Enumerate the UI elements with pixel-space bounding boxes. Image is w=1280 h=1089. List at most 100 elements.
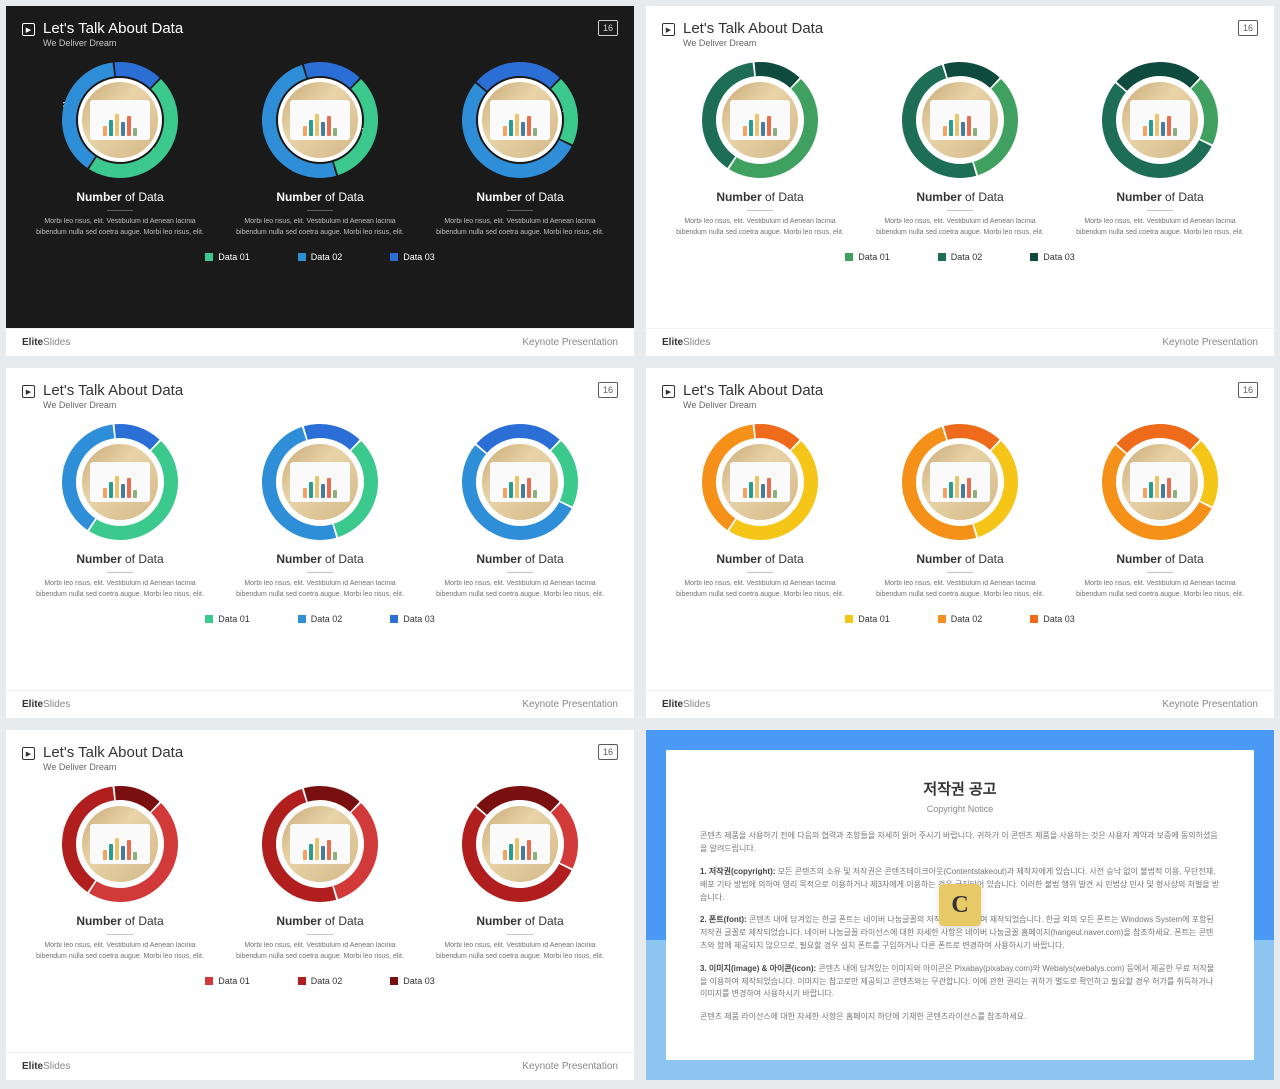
- chart-caption: Number of Data: [22, 190, 218, 204]
- legend-item: Data 03: [390, 252, 435, 262]
- page-number-badge: 16: [1238, 20, 1258, 36]
- legend-item: Data 03: [1030, 252, 1075, 262]
- presentation-slide: ▶Let's Talk About DataWe Deliver Dream16…: [6, 368, 634, 718]
- play-icon: ▶: [662, 385, 675, 398]
- chart-column: 20%54%26%Number of DataMorbi leo risus, …: [422, 60, 618, 238]
- slide-subtitle: We Deliver Dream: [683, 400, 1258, 410]
- page-number-badge: 16: [598, 382, 618, 398]
- donut-chart: 33%50%17%: [260, 784, 380, 904]
- chart-column: 47%39%14% Number of Data Morbi leo risus, …: [22, 422, 218, 600]
- slide-title: Let's Talk About Data: [43, 744, 183, 761]
- chart-legend: Data 01 Data 02 Data 03: [22, 976, 618, 986]
- donut-chart: 20%54%26%: [460, 60, 580, 180]
- chart-description: Morbi leo risus, elit. Vestibulum id Aen…: [22, 217, 218, 238]
- legend-item: Data 01: [205, 252, 250, 262]
- chart-column: 47%39%14%Number of DataMorbi leo risus, …: [22, 784, 218, 962]
- chart-column: 47%39%14% Number of Data Morbi leo risus, …: [662, 422, 858, 600]
- chart-description: Morbi leo risus, elit. Vestibulum id Aen…: [662, 579, 858, 600]
- legend-item: Data 02: [298, 252, 343, 262]
- chart-description: Morbi leo risus, elit. Vestibulum id Aen…: [862, 217, 1058, 238]
- chart-description: Morbi leo risus, elit. Vestibulum id Aen…: [862, 579, 1058, 600]
- copyright-subtitle: Copyright Notice: [700, 802, 1220, 816]
- legend-item: Data 02: [298, 976, 343, 986]
- chart-column: 33%50%17%Number of DataMorbi leo risus, …: [222, 60, 418, 238]
- donut-chart: 47%39%14%: [60, 60, 180, 180]
- donut-chart: 20%54%26%: [1100, 60, 1220, 180]
- chart-description: Morbi leo risus, elit. Vestibulum id Aen…: [1062, 579, 1258, 600]
- slide-footer: EliteSlidesKeynote Presentation: [646, 328, 1274, 356]
- chart-caption: Number of Data: [662, 552, 858, 566]
- chart-legend: Data 01Data 02Data 03: [22, 614, 618, 624]
- slide-title: Let's Talk About Data: [683, 382, 823, 399]
- donut-chart: 33%50%17%: [900, 422, 1020, 542]
- play-icon: ▶: [22, 385, 35, 398]
- copyright-title: 저작권 공고: [700, 778, 1220, 802]
- chart-legend: Data 01 Data 02 Data 03: [22, 252, 618, 262]
- legend-item: Data 02: [938, 614, 983, 624]
- slide-footer: EliteSlides Keynote Presentation: [6, 328, 634, 356]
- chart-legend: Data 01Data 02Data 03: [662, 252, 1258, 262]
- chart-description: Morbi leo risus, elit. Vestibulum id Aen…: [22, 579, 218, 600]
- donut-center-image: [478, 78, 562, 162]
- chart-caption: Number of Data: [422, 552, 618, 566]
- donut-center-image: [918, 440, 1002, 524]
- chart-caption: Number of Data: [222, 190, 418, 204]
- legend-item: Data 01: [205, 976, 250, 986]
- donut-center-image: [718, 78, 802, 162]
- donut-chart: 47%39%14%: [700, 422, 820, 542]
- donut-chart: 20%54%26%: [1100, 422, 1220, 542]
- slide-subtitle: We Deliver Dream: [683, 38, 1258, 48]
- donut-chart: 33%50%17%: [900, 60, 1020, 180]
- donut-chart: 20%54%26%: [460, 784, 580, 904]
- copyright-paragraph: 콘텐츠 제품을 사용하기 전에 다음의 협력과 조항들을 자세히 읽어 주시기 …: [700, 830, 1220, 856]
- donut-center-image: [718, 440, 802, 524]
- copyright-paragraph: 3. 이미지(image) & 아이콘(icon): 콘텐츠 내에 담겨있는 이…: [700, 963, 1220, 1001]
- slide-subtitle: We Deliver Dream: [43, 400, 618, 410]
- chart-caption: Number of Data: [1062, 190, 1258, 204]
- brand-label: EliteSlides: [662, 337, 710, 348]
- donut-center-image: [78, 78, 162, 162]
- donut-chart: 47%39%14%: [60, 422, 180, 542]
- chart-description: Morbi leo risus, elit. Vestibulum id Aen…: [662, 217, 858, 238]
- legend-item: Data 03: [1030, 614, 1075, 624]
- presentation-slide: ▶Let's Talk About DataWe Deliver Dream16…: [6, 6, 634, 356]
- footer-right-label: Keynote Presentation: [522, 1061, 618, 1072]
- donut-center-image: [1118, 440, 1202, 524]
- brand-label: EliteSlides: [22, 699, 70, 710]
- chart-column: 20%54%26%Number of DataMorbi leo risus, …: [422, 422, 618, 600]
- chart-description: Morbi leo risus, elit. Vestibulum id Aen…: [422, 217, 618, 238]
- donut-center-image: [78, 802, 162, 886]
- donut-center-image: [278, 78, 362, 162]
- presentation-slide: ▶ Let's Talk About DataWe Deliver Dream 16…: [646, 368, 1274, 718]
- chart-column: 47%39%14%Number of DataMorbi leo risus, …: [662, 60, 858, 238]
- slide-footer: EliteSlidesKeynote Presentation: [6, 1052, 634, 1080]
- brand-label: EliteSlides: [22, 337, 70, 348]
- slide-subtitle: We Deliver Dream: [43, 762, 618, 772]
- chart-caption: Number of Data: [22, 552, 218, 566]
- footer-right-label: Keynote Presentation: [522, 337, 618, 348]
- chart-column: 33%50%17% Number of Data Morbi leo risus, …: [222, 422, 418, 600]
- chart-description: Morbi leo risus, elit. Vestibulum id Aen…: [222, 941, 418, 962]
- donut-center-image: [478, 440, 562, 524]
- chart-caption: Number of Data: [862, 552, 1058, 566]
- legend-item: Data 03: [390, 614, 435, 624]
- donut-chart: 33%50%17%: [260, 422, 380, 542]
- copyright-slide: 저작권 공고Copyright Notice 콘텐츠 제품을 사용하기 전에 다음…: [646, 730, 1274, 1080]
- chart-description: Morbi leo risus, elit. Vestibulum id Aen…: [1062, 217, 1258, 238]
- play-icon: ▶: [22, 747, 35, 760]
- brand-logo-icon: C: [939, 884, 981, 926]
- chart-description: Morbi leo risus, elit. Vestibulum id Aen…: [422, 941, 618, 962]
- chart-caption: Number of Data: [222, 552, 418, 566]
- chart-description: Morbi leo risus, elit. Vestibulum id Aen…: [222, 579, 418, 600]
- legend-item: Data 03: [390, 976, 435, 986]
- copyright-paragraph: 콘텐츠 제품 라이선스에 대한 자세한 사항은 홈페이지 하단에 기재한 콘텐츠…: [700, 1011, 1220, 1024]
- chart-column: 20%54%26% Number of Data Morbi leo risus, …: [422, 784, 618, 962]
- page-number-badge: 16: [1238, 382, 1258, 398]
- page-number-badge: 16: [598, 20, 618, 36]
- chart-caption: Number of Data: [422, 914, 618, 928]
- slide-title: Let's Talk About Data: [683, 20, 823, 37]
- legend-item: Data 01: [845, 614, 890, 624]
- chart-description: Morbi leo risus, elit. Vestibulum id Aen…: [222, 217, 418, 238]
- donut-chart: 47%39%14%: [700, 60, 820, 180]
- chart-column: 20%54%26%Number of DataMorbi leo risus, …: [1062, 422, 1258, 600]
